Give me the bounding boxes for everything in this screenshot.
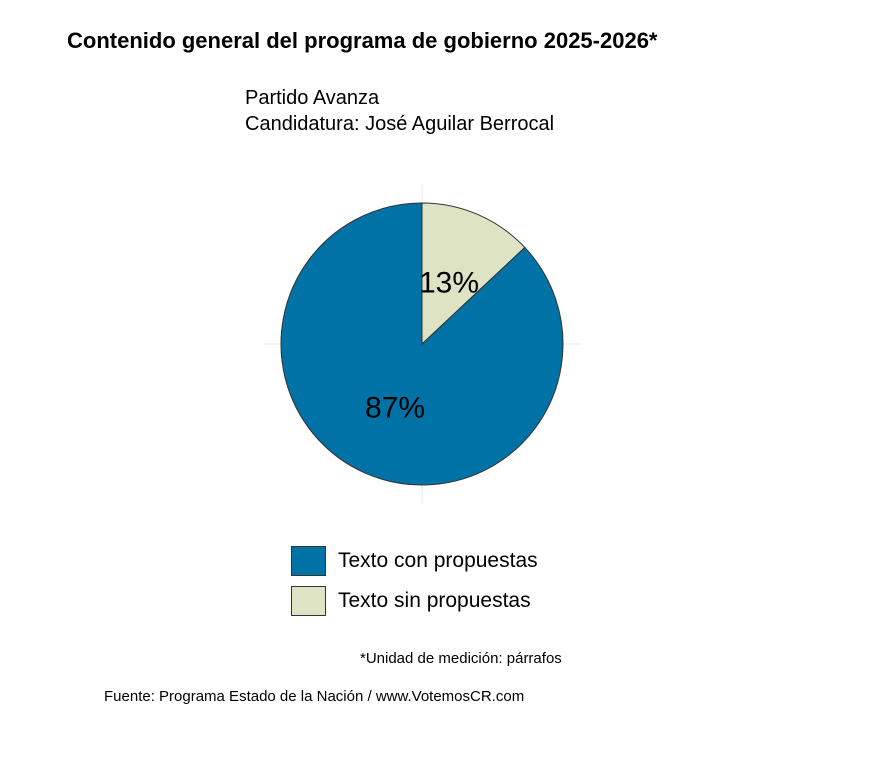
pie-slice-label: 13% [419, 267, 479, 300]
chart-subtitle-candidate: Candidatura: José Aguilar Berrocal [245, 113, 555, 135]
pie-slice-texto-sin-propuestas [421, 202, 526, 346]
legend-label: Texto con propuestas [338, 549, 538, 572]
legend-item-con-propuestas: Texto con propuestas [291, 546, 538, 576]
legend-swatch [291, 586, 326, 616]
chart-title: Contenido general del programa de gobier… [67, 28, 658, 53]
legend-item-sin-propuestas: Texto sin propuestas [291, 586, 531, 616]
source-note: Fuente: Programa Estado de la Nación / w… [104, 688, 525, 705]
legend-label: Texto sin propuestas [338, 589, 531, 612]
chart-subtitle-party: Partido Avanza [245, 87, 380, 109]
pie-slice-label: 87% [365, 391, 425, 424]
pie-slice-texto-con-propuestas [280, 202, 564, 486]
legend-swatch [291, 546, 326, 576]
footnote: *Unidad de medición: párrafos [360, 650, 562, 667]
